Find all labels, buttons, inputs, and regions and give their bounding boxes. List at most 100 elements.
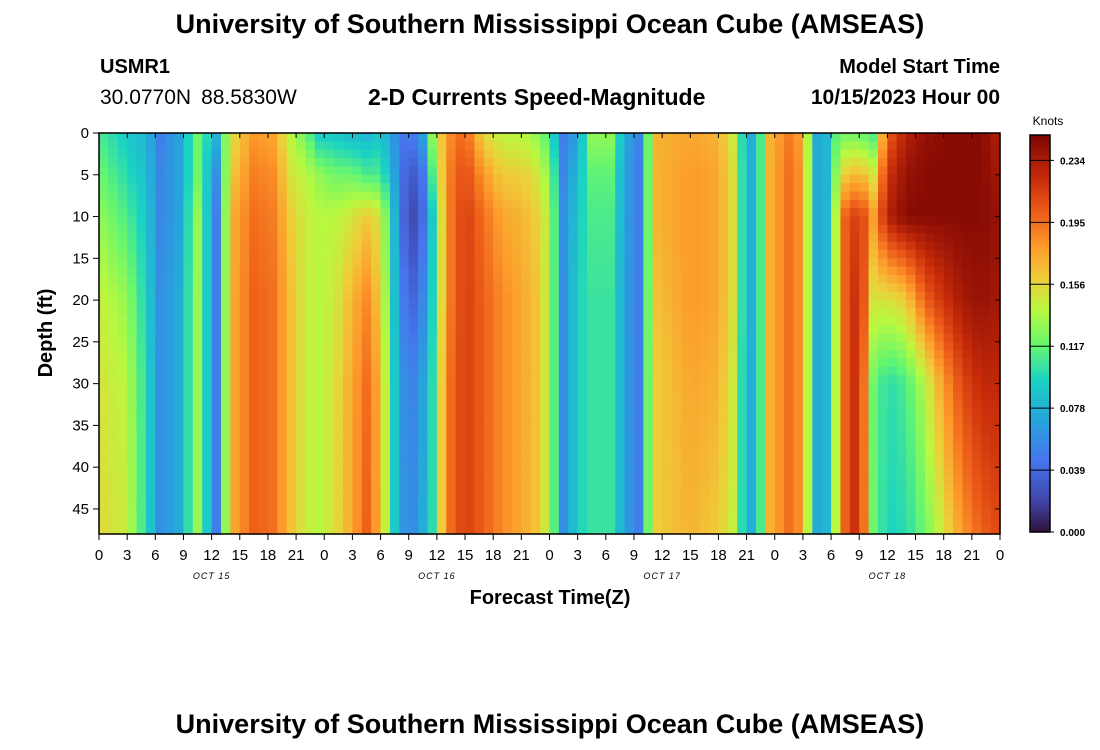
- heatmap-cell: [746, 375, 757, 385]
- heatmap-cell: [605, 258, 616, 268]
- heatmap-cell: [540, 408, 551, 418]
- heatmap-cell: [662, 417, 673, 426]
- heatmap-cell: [577, 316, 588, 326]
- heatmap-cell: [183, 475, 194, 485]
- heatmap-cell: [521, 417, 532, 426]
- heatmap-cell: [934, 149, 945, 159]
- heatmap-cell: [361, 408, 372, 418]
- heatmap-cell: [990, 283, 1001, 293]
- heatmap-cell: [483, 283, 494, 293]
- heatmap-cell: [296, 199, 307, 209]
- heatmap-cell: [117, 300, 128, 310]
- heatmap-cell: [155, 325, 166, 335]
- heatmap-cell: [821, 249, 832, 259]
- heatmap-cell: [868, 283, 879, 293]
- heatmap-cell: [136, 492, 147, 502]
- heatmap-cell: [643, 233, 654, 243]
- heatmap-cell: [643, 525, 654, 535]
- heatmap-cell: [465, 258, 476, 268]
- heatmap-cell: [887, 291, 898, 301]
- heatmap-cell: [755, 391, 766, 401]
- heatmap-cell: [605, 233, 616, 243]
- heatmap-cell: [136, 375, 147, 385]
- heatmap-cell: [371, 408, 382, 418]
- heatmap-cell: [802, 149, 813, 159]
- x-tick-label: 0: [95, 547, 103, 564]
- heatmap-cell: [352, 358, 363, 368]
- heatmap-cell: [755, 417, 766, 426]
- heatmap-cell: [371, 149, 382, 159]
- heatmap-cell: [436, 458, 447, 468]
- heatmap-cell: [671, 366, 682, 376]
- heatmap-cell: [615, 133, 626, 142]
- heatmap-cell: [540, 216, 551, 226]
- heatmap-cell: [812, 350, 823, 360]
- heatmap-cell: [690, 375, 701, 385]
- heatmap-cell: [183, 249, 194, 259]
- heatmap-cell: [427, 208, 438, 218]
- heatmap-cell: [483, 366, 494, 376]
- heatmap-cell: [605, 141, 616, 151]
- heatmap-cell: [990, 258, 1001, 268]
- heatmap-cell: [99, 492, 109, 502]
- heatmap-cell: [877, 300, 888, 310]
- heatmap-cell: [868, 458, 879, 468]
- heatmap-cell: [755, 341, 766, 351]
- heatmap-cell: [605, 400, 616, 410]
- heatmap-cell: [699, 483, 710, 493]
- heatmap-cell: [877, 467, 888, 477]
- heatmap-cell: [765, 508, 776, 518]
- heatmap-cell: [802, 341, 813, 351]
- heatmap-cell: [849, 475, 860, 485]
- heatmap-cell: [117, 433, 128, 443]
- heatmap-cell: [117, 525, 128, 535]
- heatmap-cell: [643, 383, 654, 393]
- heatmap-cell: [145, 358, 156, 368]
- heatmap-cell: [333, 492, 344, 502]
- x-axis: 0 3 6 9 12 15 18 21 0 3 6 9 12 15 18 21 0 3 6 9 12 15 18 21 0 3 6 9…: [95, 133, 1004, 564]
- heatmap-cell: [465, 308, 476, 318]
- heatmap-cell: [971, 291, 982, 301]
- heatmap-cell: [277, 141, 288, 151]
- heatmap-cell: [174, 266, 185, 276]
- heatmap-cell: [877, 325, 888, 335]
- heatmap-cell: [549, 366, 560, 376]
- heatmap-cell: [868, 366, 879, 376]
- colorbar-swatch: [1030, 154, 1050, 159]
- heatmap-cell: [727, 467, 738, 477]
- heatmap-cell: [108, 133, 119, 142]
- colorbar-swatch: [1030, 138, 1050, 143]
- heatmap-cell: [99, 233, 109, 243]
- heatmap-cell: [727, 341, 738, 351]
- heatmap-cell: [568, 467, 579, 477]
- heatmap-cell: [521, 450, 532, 460]
- heatmap-cell: [305, 216, 316, 226]
- heatmap-cell: [427, 383, 438, 393]
- heatmap-cell: [887, 275, 898, 284]
- heatmap-cell: [361, 199, 372, 209]
- heatmap-cell: [558, 149, 569, 159]
- heatmap-cell: [906, 308, 917, 318]
- heatmap-cell: [418, 433, 429, 443]
- heatmap-cell: [258, 333, 269, 343]
- heatmap-cell: [568, 325, 579, 335]
- heatmap-cell: [418, 358, 429, 368]
- heatmap-cell: [155, 208, 166, 218]
- heatmap-cell: [530, 174, 541, 184]
- heatmap-cell: [446, 408, 457, 418]
- heatmap-cell: [455, 333, 466, 343]
- heatmap-cell: [558, 258, 569, 268]
- heatmap-cell: [267, 442, 278, 452]
- heatmap-cell: [446, 291, 457, 301]
- heatmap-cell: [164, 191, 175, 201]
- heatmap-cell: [887, 500, 898, 510]
- heatmap-cell: [633, 483, 644, 493]
- heatmap-cell: [990, 442, 1001, 452]
- heatmap-cell: [446, 249, 457, 259]
- heatmap-cell: [652, 383, 663, 393]
- heatmap-cell: [267, 475, 278, 485]
- heatmap-cell: [990, 358, 1001, 368]
- heatmap-cell: [971, 358, 982, 368]
- heatmap-cell: [483, 241, 494, 251]
- heatmap-cell: [286, 500, 297, 510]
